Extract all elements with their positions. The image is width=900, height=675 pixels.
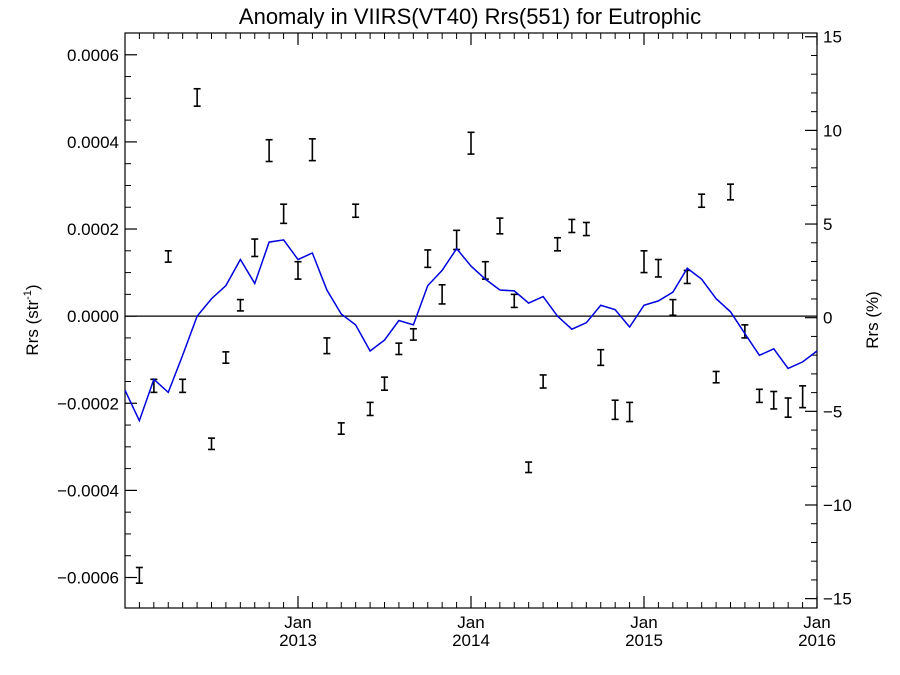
x-tick-month-label: Jan xyxy=(630,613,657,632)
errorbar-point xyxy=(323,337,331,355)
errorbar-point xyxy=(611,399,619,421)
plot-frame xyxy=(124,32,818,609)
errorbar-point xyxy=(525,461,533,474)
errorbar-point xyxy=(251,238,259,258)
errorbar-point xyxy=(208,437,215,451)
errorbar-point xyxy=(337,422,345,435)
errorbar-point xyxy=(193,87,201,107)
errorbar-point xyxy=(222,351,230,364)
x-tick-month-label: Jan xyxy=(457,613,484,632)
left-axis-label-superscript: -1 xyxy=(22,290,34,300)
errorbar-point xyxy=(626,401,634,423)
left-tick-label: 0.0004 xyxy=(67,133,119,152)
x-tick-year-label: 2013 xyxy=(279,631,317,650)
errorbar-point xyxy=(453,229,461,251)
x-tick-month-label: Jan xyxy=(803,613,830,632)
chart-title: Anomaly in VIIRS(VT40) Rrs(551) for Eutr… xyxy=(239,4,701,29)
errorbar-point xyxy=(294,260,302,280)
errorbar-point xyxy=(280,203,288,225)
errorbar-point xyxy=(381,376,388,391)
left-tick-label: −0.0006 xyxy=(57,569,119,588)
errorbar-point xyxy=(568,218,576,234)
errorbar-point xyxy=(640,250,648,274)
errorbar-point xyxy=(698,193,706,209)
errorbar-point xyxy=(366,401,374,417)
errorbar-point xyxy=(539,374,547,389)
errorbar-point xyxy=(597,348,605,367)
errorbar-point xyxy=(179,378,187,394)
left-axis-ticks: 0.0006 0.0004 0.0002 0.0000 −0.0002 −0.0004 −0… xyxy=(57,46,137,588)
errorbar-point xyxy=(308,138,316,162)
errorbar-point xyxy=(164,250,172,263)
right-tick-label: 5 xyxy=(823,215,832,234)
right-tick-label: −10 xyxy=(823,496,852,515)
x-tick-year-label: 2015 xyxy=(625,631,663,650)
errorbar-point xyxy=(496,217,504,235)
smoothed-anomaly-line xyxy=(124,239,818,423)
errorbar-point xyxy=(727,183,734,201)
x-tick-year-label: 2014 xyxy=(452,631,490,650)
right-axis-ticks: 15 10 5 0 −5 −10 −15 xyxy=(805,28,852,609)
errorbar-point xyxy=(438,283,446,305)
errorbar-point xyxy=(395,342,403,356)
left-axis-label-base: Rrs (str xyxy=(23,300,42,356)
errorbar-point xyxy=(582,221,590,237)
left-tick-label: −0.0004 xyxy=(57,481,119,500)
errorbar-point xyxy=(755,388,763,404)
x-tick-year-label: 2016 xyxy=(798,631,836,650)
right-tick-label: 0 xyxy=(823,309,832,328)
left-tick-label: 0.0002 xyxy=(67,220,119,239)
errorbar-point xyxy=(467,131,475,155)
right-tick-label: −15 xyxy=(823,590,852,609)
errorbar-point xyxy=(424,249,432,269)
errorbar-point xyxy=(770,390,778,410)
right-axis-label: Rrs (%) xyxy=(863,291,882,349)
errorbar-point xyxy=(352,203,360,219)
right-tick-label: 15 xyxy=(823,28,842,47)
errorbar-point xyxy=(510,293,518,309)
left-tick-label: 0.0006 xyxy=(67,46,119,65)
right-tick-label: 10 xyxy=(823,121,842,140)
errorbar-point xyxy=(799,385,807,409)
errorbar-point xyxy=(654,258,662,278)
left-axis-label: Rrs (str-1) xyxy=(22,284,42,355)
errorbar-point xyxy=(265,138,273,163)
left-tick-label: −0.0002 xyxy=(57,394,119,413)
plot-area: 0.0006 0.0004 0.0002 0.0000 −0.0002 −0.0004 −0… xyxy=(57,28,852,650)
errorbar-point xyxy=(409,327,417,341)
left-tick-label: 0.0000 xyxy=(67,307,119,326)
errorbar-point xyxy=(236,298,244,312)
errorbar-point xyxy=(554,236,561,252)
errorbar-point xyxy=(669,298,677,317)
errorbar-point xyxy=(784,397,792,419)
right-tick-label: −5 xyxy=(823,402,842,421)
anomaly-errorbar-series xyxy=(135,87,807,584)
left-axis-label-close: ) xyxy=(23,284,42,290)
errorbar-point xyxy=(712,370,720,384)
errorbar-point xyxy=(135,566,143,584)
x-tick-month-label: Jan xyxy=(284,613,311,632)
